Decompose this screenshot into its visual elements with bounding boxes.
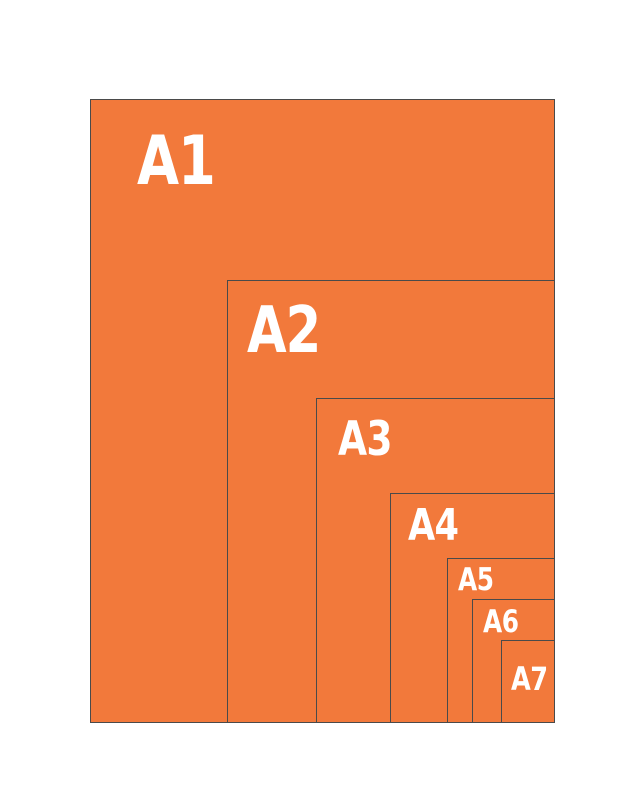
paper-a3-label: A3 [338,412,393,467]
paper-a1-label: A1 [137,122,216,201]
paper-a7: A7 [501,640,555,723]
paper-a5-label: A5 [458,562,494,598]
paper-a6-label: A6 [483,604,519,640]
paper-a7-label: A7 [511,660,548,698]
paper-a4-label: A4 [408,500,459,551]
paper-a2-label: A2 [247,294,321,368]
